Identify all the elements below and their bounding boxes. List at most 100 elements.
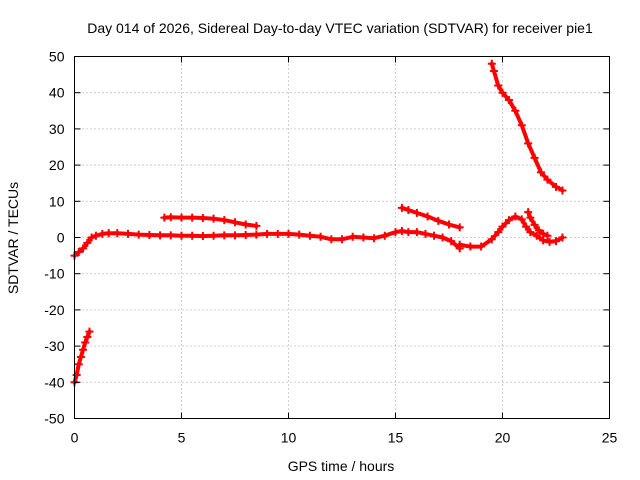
data-point <box>209 231 218 240</box>
data-point <box>412 228 421 237</box>
data-point <box>327 235 336 244</box>
data-point <box>543 231 552 240</box>
data-point <box>305 231 314 240</box>
data-point <box>494 81 503 90</box>
data-point <box>524 139 533 148</box>
data-point <box>477 242 486 251</box>
x-tick-label: 0 <box>71 430 79 446</box>
data-point <box>511 212 520 221</box>
data-point <box>359 233 368 242</box>
data-point <box>156 231 165 240</box>
data-point <box>404 205 413 214</box>
data-point <box>537 168 546 177</box>
y-tick-label: -10 <box>44 266 64 282</box>
data-point <box>526 213 535 222</box>
data-point <box>124 229 132 238</box>
data-point <box>295 230 304 239</box>
series-arc-6 <box>524 208 552 240</box>
series-arc-7 <box>487 59 567 195</box>
data-point <box>487 59 496 68</box>
data-point <box>489 66 498 75</box>
data-point <box>83 333 92 342</box>
data-point <box>552 182 560 191</box>
data-point <box>316 232 325 241</box>
data-point <box>252 221 261 230</box>
data-point <box>72 371 81 380</box>
y-tick-label: 50 <box>49 49 65 65</box>
data-point <box>241 220 250 229</box>
data-point <box>79 244 88 253</box>
data-point <box>380 231 389 240</box>
data-point <box>494 228 503 237</box>
series-arc-3 <box>160 213 261 230</box>
data-point <box>438 233 447 242</box>
y-tick-label: 30 <box>49 121 65 137</box>
data-point <box>391 228 400 237</box>
series-line <box>162 215 259 228</box>
data-point <box>517 215 526 224</box>
data-point <box>558 233 567 242</box>
data-point <box>539 229 548 238</box>
data-point <box>348 232 357 241</box>
data-point <box>83 238 92 247</box>
data-point <box>113 229 122 238</box>
data-point <box>85 327 94 336</box>
x-axis-label: GPS time / hours <box>288 458 395 474</box>
y-tick-label: 10 <box>49 193 65 209</box>
y-tick-label: 0 <box>57 230 65 246</box>
series-arc-5 <box>455 212 567 251</box>
data-point <box>79 345 88 354</box>
data-point <box>530 220 539 229</box>
data-point <box>177 231 186 240</box>
data-point <box>263 229 272 238</box>
chart-title: Day 014 of 2026, Sidereal Day-to-day VTE… <box>87 20 593 36</box>
data-point <box>252 230 261 239</box>
data-point <box>526 228 535 237</box>
data-point <box>370 234 379 243</box>
data-point <box>166 231 175 240</box>
data-point <box>504 95 513 104</box>
y-tick-label: -40 <box>44 374 64 390</box>
data-point <box>517 121 526 130</box>
data-point <box>434 216 443 225</box>
data-point <box>273 229 282 238</box>
data-point <box>524 208 533 217</box>
data-point <box>134 230 143 239</box>
data-point <box>404 228 413 237</box>
data-point <box>231 218 239 227</box>
y-tick-label: -20 <box>44 302 64 318</box>
data-point <box>166 213 175 222</box>
data-point <box>558 186 567 195</box>
data-point <box>534 226 543 235</box>
data-point <box>421 229 430 238</box>
data-point <box>76 352 85 361</box>
data-point <box>177 213 186 222</box>
data-point <box>198 213 207 222</box>
data-point <box>466 242 475 251</box>
data-point <box>74 247 83 256</box>
x-tick-label: 10 <box>281 430 297 446</box>
data-point <box>198 232 207 241</box>
data-point <box>532 231 541 240</box>
data-point <box>423 212 432 221</box>
data-point <box>430 231 439 240</box>
y-tick-label: 20 <box>49 157 65 173</box>
data-point <box>220 231 229 240</box>
y-axis-label: SDTVAR / TECUs <box>5 182 21 294</box>
x-tick-label: 20 <box>495 430 511 446</box>
data-point <box>220 216 229 225</box>
data-point <box>498 222 507 231</box>
data-point <box>455 223 464 232</box>
data-point <box>91 231 100 240</box>
data-point <box>504 216 513 225</box>
x-tick-label: 25 <box>602 430 618 446</box>
x-tick-label: 15 <box>388 430 404 446</box>
series-arc-1 <box>70 226 464 260</box>
data-point <box>543 175 552 184</box>
data-point <box>145 230 154 239</box>
data-point <box>412 208 421 217</box>
data-point <box>104 229 113 238</box>
data-point <box>487 235 496 244</box>
data-point <box>445 220 453 229</box>
